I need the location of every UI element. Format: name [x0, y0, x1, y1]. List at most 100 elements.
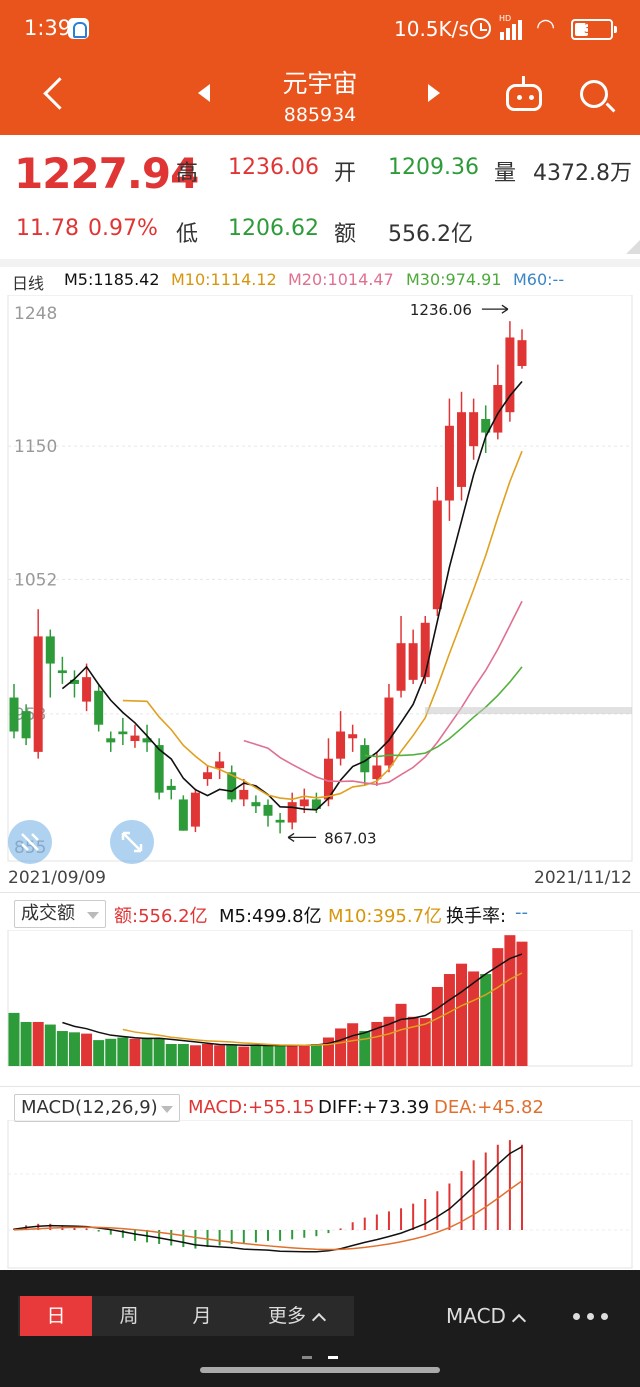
candle-body — [203, 772, 213, 780]
volume-bar — [56, 1031, 68, 1066]
candle-body — [505, 337, 515, 413]
volume-bar — [129, 1038, 141, 1066]
alarm-icon — [470, 18, 491, 39]
ma30-label: M30:974.91 — [406, 270, 502, 289]
volume-bar — [310, 1043, 322, 1066]
macd-chart[interactable] — [0, 1120, 640, 1270]
volume-bar — [480, 974, 492, 1066]
ma30-line — [364, 666, 523, 758]
volume-bar — [431, 986, 443, 1066]
expand-corner[interactable] — [626, 240, 640, 254]
back-arrow-icon[interactable] — [40, 74, 70, 114]
indicator-switch-label: MACD — [446, 1304, 506, 1328]
candle-body — [106, 738, 116, 743]
turnover-value: -- — [515, 902, 528, 923]
stock-name: 元宇宙 — [282, 69, 358, 98]
volume-bar — [250, 1045, 262, 1066]
tab-day[interactable]: 日 — [20, 1296, 92, 1336]
min-arrowhead — [287, 832, 295, 842]
volume-bar — [371, 1021, 383, 1066]
status-bar: 1:39 10.5K/s HD ◠ 37 — [0, 0, 640, 58]
nav-bar: 元宇宙 885934 — [0, 58, 640, 135]
chevron-up-icon — [511, 1313, 527, 1329]
collapse-icon[interactable] — [8, 820, 52, 864]
amount-value: 556.2亿 — [388, 222, 473, 247]
candle-body — [227, 772, 237, 800]
tab-month[interactable]: 月 — [192, 1305, 212, 1327]
volume-ma5: M5:499.8亿 — [219, 906, 322, 927]
volume-bar — [8, 1012, 20, 1066]
y-tick-label: 1248 — [14, 304, 57, 324]
indicator-switch-button[interactable]: MACD — [446, 1296, 527, 1336]
candle-body — [493, 385, 503, 433]
candle-body — [69, 679, 79, 684]
high-label: 高 — [176, 161, 199, 186]
diff-value: DIFF:+73.39 — [318, 1097, 430, 1118]
tab-more-label: 更多 — [267, 1305, 306, 1327]
candle-body — [275, 819, 285, 823]
volume-bar — [492, 948, 504, 1066]
volume-bar — [286, 1045, 298, 1066]
candle-body — [94, 690, 104, 725]
bottom-toolbar: 日 周 月 更多 MACD — [0, 1270, 640, 1387]
candle-body — [57, 670, 67, 674]
candle-body — [239, 789, 249, 800]
search-icon[interactable] — [580, 80, 608, 108]
robot-assistant-icon[interactable] — [506, 76, 542, 111]
volume-bar — [298, 1045, 310, 1066]
volume-bar — [105, 1038, 117, 1066]
candle-body — [45, 636, 55, 664]
open-label: 开 — [334, 161, 357, 186]
ma5-line — [61, 380, 523, 811]
volume-bar — [81, 1033, 93, 1066]
page-dot-2 — [328, 1356, 338, 1359]
quote-panel: 1227.94 高 1236.06 开 1209.36 量 4372.8万 11… — [0, 135, 640, 260]
volume-bar — [335, 1028, 347, 1066]
chart-frame — [7, 295, 633, 862]
candle-body — [469, 412, 479, 447]
ma20-line — [243, 600, 523, 786]
prev-stock-icon[interactable] — [198, 84, 210, 102]
volume-indicator-select[interactable]: 成交额 — [14, 900, 106, 928]
volume-chart[interactable] — [0, 930, 640, 1070]
volume-ma10: M10:395.7亿 — [328, 906, 443, 927]
macd-indicator-select[interactable]: MACD(12,26,9) — [14, 1094, 180, 1122]
page-dot-1 — [302, 1356, 312, 1359]
end-date: 2021/11/12 — [534, 868, 632, 888]
volume-bar — [93, 1040, 105, 1066]
home-indicator[interactable] — [200, 1367, 440, 1373]
divider — [0, 259, 640, 267]
volume-bar — [274, 1045, 286, 1066]
tab-more[interactable]: 更多 — [240, 1296, 352, 1336]
ma10-line — [122, 450, 523, 801]
tab-week[interactable]: 周 — [119, 1305, 139, 1327]
volume-bar — [504, 935, 516, 1066]
last-price: 1227.94 — [14, 149, 199, 198]
fullscreen-icon[interactable] — [110, 820, 154, 864]
volume-bar — [468, 971, 480, 1066]
macd-frame — [7, 1120, 633, 1269]
ma10-label: M10:1114.12 — [171, 270, 277, 289]
candle-body — [517, 340, 527, 366]
chevron-down-icon — [87, 912, 99, 919]
more-options-icon[interactable] — [571, 1296, 611, 1336]
ma60-label: M60:-- — [513, 270, 565, 289]
volume-bar — [395, 1003, 407, 1066]
next-stock-icon[interactable] — [428, 84, 440, 102]
network-rate: 10.5K/s — [394, 17, 469, 41]
max-label: 1236.06 — [410, 301, 472, 319]
candle-body — [384, 697, 394, 766]
candle-body — [166, 785, 176, 790]
candle-body — [142, 738, 152, 743]
chevron-down-icon — [161, 1106, 173, 1113]
stock-code: 885934 — [283, 104, 357, 126]
volume-bar — [165, 1043, 177, 1066]
status-time: 1:39 — [24, 16, 72, 40]
candle-body — [481, 418, 491, 433]
volume-bar — [443, 974, 455, 1066]
volume-bar — [202, 1043, 214, 1066]
volume-bar — [141, 1037, 153, 1066]
wifi-icon: ◠ — [536, 15, 556, 40]
